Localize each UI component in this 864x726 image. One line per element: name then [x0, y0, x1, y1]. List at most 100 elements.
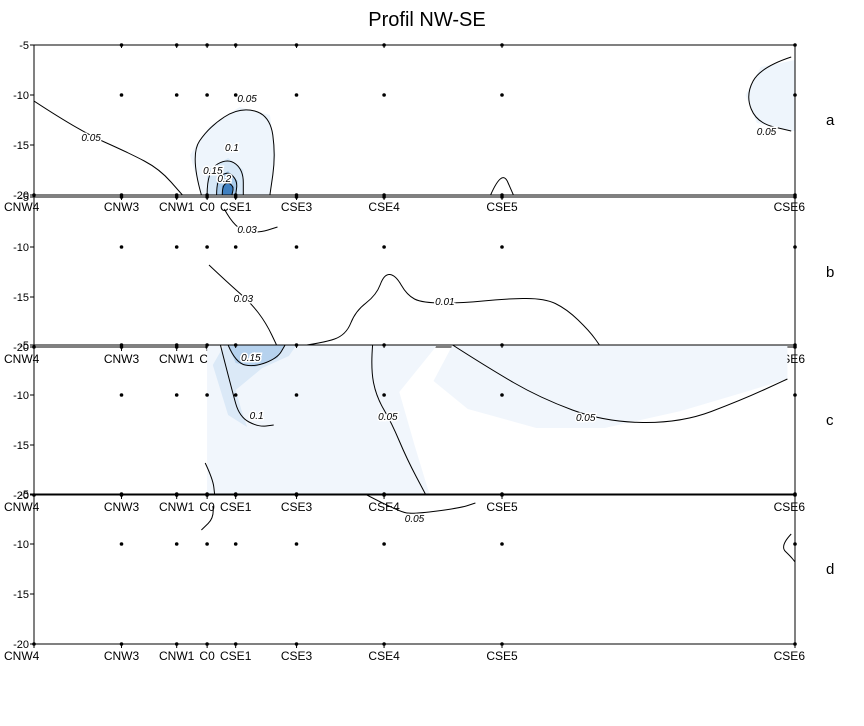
- y-tick-label: -10: [13, 539, 29, 551]
- sample-point: [174, 245, 179, 249]
- sample-point: [294, 542, 299, 546]
- sample-point: [119, 43, 124, 47]
- station-label: CSE5: [486, 500, 518, 514]
- panel-b: 0.030.030.01-5-10-15-20CNW4CNW3CNW1C0CSE…: [4, 192, 834, 366]
- contour-line: [34, 100, 183, 195]
- sample-point: [294, 43, 299, 47]
- sample-point: [382, 195, 386, 199]
- sample-point: [294, 642, 299, 646]
- sample-point: [174, 492, 179, 496]
- contour-label: 0.05: [757, 127, 777, 138]
- station-label: CNW4: [4, 500, 40, 514]
- sample-point: [793, 393, 797, 397]
- sample-point: [119, 393, 124, 397]
- sample-point: [233, 195, 238, 199]
- contour-fill: [745, 60, 795, 131]
- y-tick-label: -20: [13, 190, 29, 202]
- sample-point: [294, 492, 299, 496]
- contour-label: 0.1: [225, 143, 239, 154]
- sample-point: [382, 492, 386, 496]
- y-tick-label: -5: [19, 40, 29, 52]
- station-label: CNW1: [159, 649, 195, 663]
- contour-fill: [228, 345, 286, 367]
- y-tick-label: -10: [13, 90, 29, 102]
- panel-letter: b: [826, 264, 834, 281]
- station-label: CSE3: [281, 200, 313, 214]
- sample-point: [500, 195, 504, 199]
- sample-point: [793, 642, 797, 646]
- panel-letter: c: [826, 412, 834, 429]
- station-label: CNW1: [159, 200, 195, 214]
- contour-fill: [207, 345, 788, 495]
- contour-label: 0.05: [81, 133, 101, 144]
- contour-line: [371, 345, 427, 495]
- station-label: CSE1: [220, 649, 252, 663]
- station-label: CNW1: [159, 500, 195, 514]
- sample-point: [382, 343, 386, 347]
- contour-line: [201, 505, 214, 531]
- contour-label: 0.03: [237, 225, 257, 236]
- station-label: CSE4: [368, 649, 400, 663]
- sample-point: [382, 245, 386, 249]
- panel-plot-area: 0.05 0.05 0.1 0.150.2 0.05: [34, 56, 795, 195]
- station-label: CSE6: [774, 649, 806, 663]
- contour-line: [748, 56, 792, 132]
- contour-line: [452, 345, 788, 424]
- sample-point: [174, 195, 179, 199]
- sample-point: [205, 195, 209, 199]
- contour-line: [490, 177, 514, 195]
- contour-label: 0.2: [217, 174, 231, 185]
- contour-label: 0.03: [234, 294, 254, 305]
- y-tick-label: -10: [13, 390, 29, 402]
- station-label: CNW4: [4, 352, 40, 366]
- sample-point: [382, 642, 386, 646]
- sample-point: [174, 343, 179, 347]
- y-tick-label: -10: [13, 242, 29, 254]
- y-tick-label: -15: [13, 140, 29, 152]
- sample-point: [205, 343, 209, 347]
- station-label: CSE4: [368, 500, 400, 514]
- sample-point: [119, 642, 124, 646]
- y-tick-label: -20: [13, 639, 29, 651]
- station-label: CSE1: [220, 200, 252, 214]
- station-label: CNW3: [104, 649, 140, 663]
- sample-point: [205, 492, 209, 496]
- y-tick-label: -15: [13, 589, 29, 601]
- station-label: CSE6: [774, 500, 806, 514]
- sample-point: [793, 492, 797, 496]
- station-label: CSE6: [774, 200, 806, 214]
- contour-line: [219, 345, 274, 427]
- y-tick-label: -20: [13, 342, 29, 354]
- contour-line: [206, 160, 244, 195]
- sample-point: [793, 93, 797, 97]
- contour-line: [292, 273, 602, 347]
- contour-label: 0.1: [250, 411, 264, 422]
- sample-point: [174, 393, 179, 397]
- chart-title: Profil NW-SE: [368, 9, 485, 31]
- sample-point: [233, 43, 238, 47]
- contour-label: 0.01: [435, 297, 454, 308]
- sample-point: [793, 245, 797, 249]
- station-label: CNW3: [104, 500, 140, 514]
- sample-point: [500, 343, 504, 347]
- y-tick-label: -5: [19, 192, 29, 204]
- sample-point: [174, 43, 179, 47]
- sample-point: [500, 43, 504, 47]
- station-label: CSE4: [368, 200, 400, 214]
- station-label: CNW4: [4, 200, 40, 214]
- contour-line: [223, 208, 278, 233]
- sample-point: [174, 93, 179, 97]
- sample-point: [500, 642, 504, 646]
- contour-line: [204, 462, 216, 495]
- station-label: CSE1: [220, 500, 252, 514]
- panel-frame: [33, 196, 796, 348]
- sample-point: [793, 542, 797, 546]
- sample-point: [119, 195, 124, 199]
- sample-point: [294, 245, 299, 249]
- panel-letter: d: [826, 561, 834, 578]
- sample-point: [500, 492, 504, 496]
- contour-line: [208, 264, 278, 347]
- sample-point: [119, 93, 124, 97]
